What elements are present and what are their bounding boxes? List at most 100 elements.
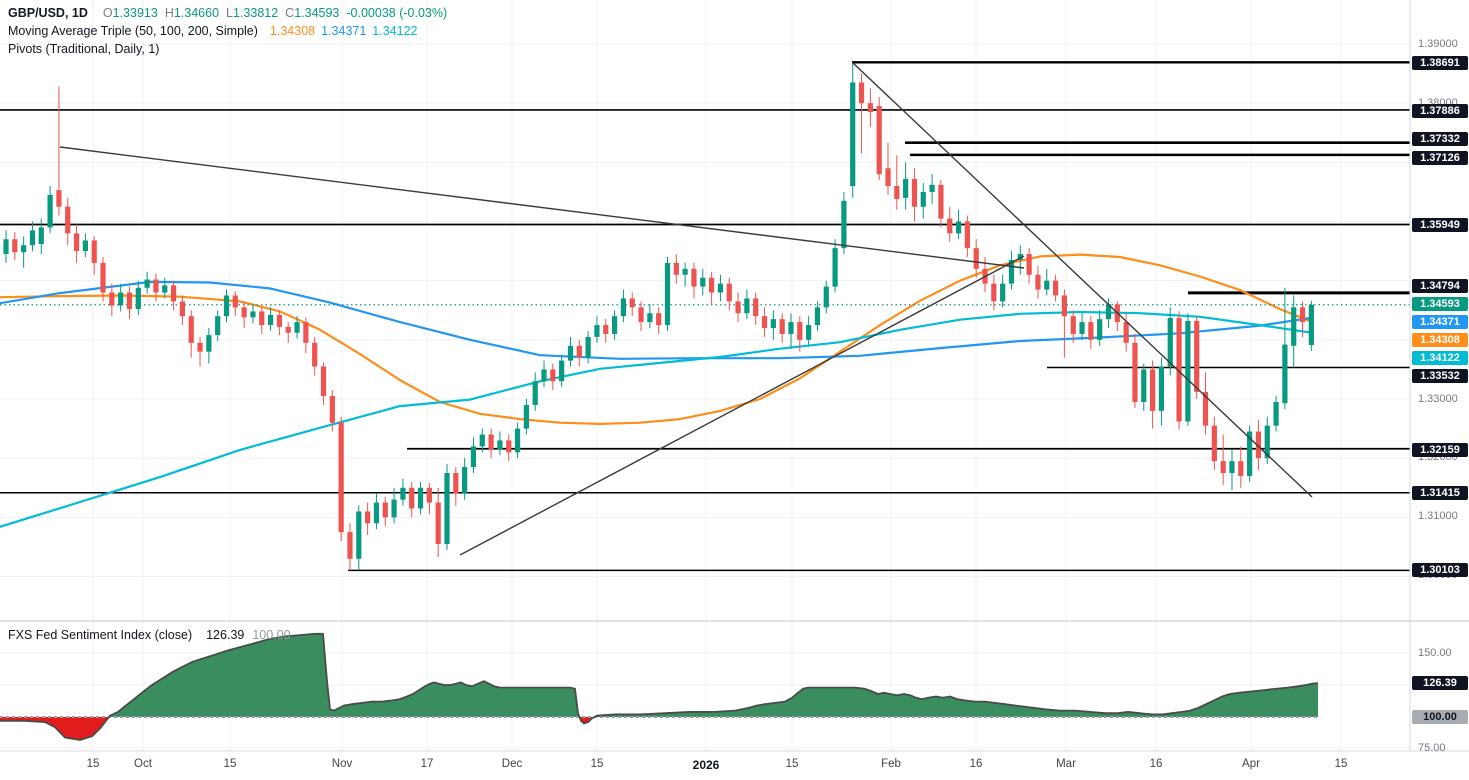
candle-body bbox=[170, 285, 177, 302]
candle-body bbox=[38, 227, 44, 244]
pivots-legend-row[interactable]: Pivots (Traditional, Daily, 1) bbox=[8, 42, 165, 56]
candle-body bbox=[65, 206, 71, 234]
ma200-value: 1.34122 bbox=[372, 24, 418, 38]
candle-body bbox=[382, 502, 388, 518]
candle-body bbox=[1202, 391, 1209, 426]
candle-body bbox=[391, 499, 397, 518]
candle-body bbox=[268, 314, 274, 326]
candle-body bbox=[1105, 304, 1112, 320]
candle-body bbox=[682, 268, 688, 275]
ma50-value: 1.34308 bbox=[269, 24, 316, 38]
candle-body bbox=[947, 218, 953, 234]
candle-body bbox=[29, 230, 36, 246]
candle-body bbox=[1123, 322, 1129, 343]
candle-body bbox=[523, 404, 529, 429]
time-tick: Apr bbox=[1242, 758, 1260, 770]
candle-body bbox=[1176, 317, 1182, 422]
candle-body bbox=[82, 240, 88, 252]
candle-body bbox=[126, 292, 133, 310]
candle-body bbox=[920, 191, 926, 207]
candle-body bbox=[709, 277, 715, 293]
trendline bbox=[852, 62, 1313, 498]
sentiment-title: FXS Fed Sentiment Index (close) bbox=[8, 628, 193, 642]
time-tick: 17 bbox=[420, 758, 434, 770]
candle-body bbox=[285, 326, 291, 333]
time-tick: 15 bbox=[590, 758, 604, 770]
price-label: 1.34371 bbox=[1412, 315, 1468, 329]
change-value: -0.00038 (-0.03%) bbox=[346, 6, 448, 20]
candle-body bbox=[585, 336, 591, 358]
candle-body bbox=[814, 307, 821, 326]
candle-body bbox=[294, 322, 300, 333]
time-tick: Feb bbox=[881, 758, 901, 770]
candle-body bbox=[56, 190, 62, 207]
candle-body bbox=[532, 381, 538, 405]
sentiment-area bbox=[109, 633, 580, 717]
candle-body bbox=[1264, 425, 1270, 459]
price-label: 1.33532 bbox=[1412, 369, 1468, 383]
candle-body bbox=[1229, 461, 1235, 473]
candle-body bbox=[858, 82, 865, 104]
price-label: 1.37126 bbox=[1412, 151, 1468, 165]
candle-body bbox=[550, 369, 556, 382]
trendline bbox=[459, 255, 1025, 556]
candle-body bbox=[1185, 320, 1191, 422]
price-label: 1.37332 bbox=[1412, 132, 1468, 146]
price-label: 1.34794 bbox=[1412, 279, 1468, 293]
candle-body bbox=[109, 292, 115, 306]
open-value: 1.33913 bbox=[112, 6, 158, 20]
candle-body bbox=[453, 472, 459, 494]
candle-body bbox=[770, 319, 776, 329]
candle-body bbox=[259, 311, 265, 326]
candle-body bbox=[223, 295, 230, 317]
trendline bbox=[59, 146, 1025, 269]
candle-body bbox=[1220, 461, 1226, 473]
time-tick: 15 bbox=[785, 758, 799, 770]
candle-body bbox=[329, 396, 335, 423]
time-axis[interactable]: 15 Oct 15 Nov 17 Dec 15 2026 15 Feb 16 Mar 16 Apr 15 bbox=[0, 752, 1469, 780]
candle-body bbox=[488, 434, 494, 450]
candle-body bbox=[1194, 320, 1200, 392]
symbol-title: GBP/USD, 1D bbox=[8, 6, 88, 20]
candle-body bbox=[576, 345, 582, 358]
candle-body bbox=[964, 221, 970, 249]
candle-body bbox=[153, 279, 159, 293]
candle-body bbox=[611, 316, 618, 334]
price-scale[interactable]: 1.390001.380001.370001.330001.320001.310… bbox=[1411, 0, 1469, 780]
candle-body bbox=[373, 502, 380, 524]
candle-body bbox=[188, 316, 194, 343]
candle-body bbox=[303, 322, 309, 343]
price-label: 1.34122 bbox=[1412, 351, 1468, 365]
candle-body bbox=[726, 283, 732, 302]
candle-body bbox=[232, 295, 238, 308]
candle-body bbox=[717, 283, 724, 293]
price-label: 75.00 bbox=[1418, 742, 1446, 754]
candle-body bbox=[144, 279, 150, 288]
candle-body bbox=[761, 316, 768, 329]
sentiment-legend-row[interactable]: FXS Fed Sentiment Index (close) 126.39 100… bbox=[8, 628, 291, 642]
low-value: 1.33812 bbox=[232, 6, 279, 20]
candle-body bbox=[409, 487, 415, 509]
candle-body bbox=[1035, 274, 1041, 290]
candle-body bbox=[541, 369, 547, 382]
candle-body bbox=[47, 194, 53, 228]
candle-body bbox=[1211, 425, 1217, 462]
candle-body bbox=[276, 314, 283, 327]
candle-body bbox=[426, 487, 432, 503]
candle-body bbox=[1052, 280, 1059, 296]
candle-body bbox=[629, 298, 635, 308]
candle-body bbox=[1273, 401, 1279, 426]
candle-body bbox=[735, 301, 741, 314]
candle-body bbox=[1088, 322, 1094, 340]
candle-body bbox=[1070, 316, 1076, 334]
open-key: O bbox=[102, 6, 113, 20]
ma-legend-row[interactable]: Moving Average Triple (50, 100, 200, Sim… bbox=[8, 24, 417, 38]
time-tick: 16 bbox=[1149, 758, 1163, 770]
candle-body bbox=[462, 467, 468, 494]
symbol-legend-row[interactable]: GBP/USD, 1D O1.33913 H1.34660 L1.33812 C1.34… bbox=[8, 6, 447, 20]
candle-body bbox=[867, 103, 873, 113]
sentiment-baseline-value: 100.00 bbox=[252, 628, 291, 642]
candle-body bbox=[691, 268, 697, 287]
time-tick: 15 bbox=[1334, 758, 1348, 770]
